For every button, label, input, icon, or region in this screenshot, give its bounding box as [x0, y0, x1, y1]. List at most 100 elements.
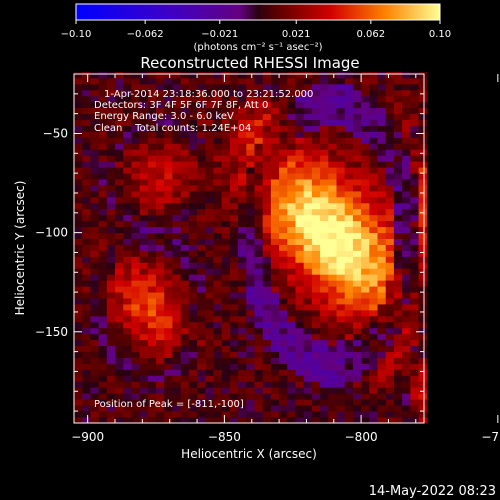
- heatmap-cell: [246, 232, 255, 239]
- heatmap-cell: [238, 286, 247, 293]
- heatmap-cell: [205, 137, 214, 144]
- heatmap-cell: [180, 339, 190, 347]
- heatmap-cell: [90, 220, 100, 228]
- heatmap-cell: [82, 89, 91, 97]
- heatmap-cell: [180, 185, 190, 192]
- heatmap-cell: [74, 149, 83, 156]
- heatmap-cell: [336, 137, 346, 144]
- heatmap-cell: [139, 256, 149, 263]
- heatmap-cell: [139, 381, 149, 388]
- heatmap-cell: [115, 72, 124, 79]
- heatmap-cell: [295, 107, 305, 115]
- heatmap-cell: [254, 321, 264, 329]
- heatmap-cell: [139, 321, 149, 329]
- heatmap-cell: [164, 113, 173, 121]
- heatmap-cell: [147, 351, 157, 358]
- heatmap-cell: [213, 179, 223, 186]
- heatmap-cell: [402, 125, 411, 132]
- heatmap-cell: [131, 345, 141, 353]
- heatmap-cell: [229, 321, 239, 329]
- heatmap-cell: [213, 155, 223, 162]
- heatmap-cell: [254, 161, 264, 168]
- heatmap-cell: [131, 399, 141, 406]
- heatmap-cell: [213, 125, 223, 132]
- heatmap-cell: [115, 274, 124, 281]
- heatmap-cell: [82, 220, 91, 228]
- heatmap-cell: [188, 292, 198, 299]
- heatmap-cell: [262, 280, 272, 287]
- heatmap-cell: [131, 298, 141, 305]
- heatmap-cell: [336, 226, 346, 234]
- heatmap-cell: [180, 292, 190, 299]
- heatmap-cell: [336, 89, 346, 97]
- heatmap-cell: [246, 107, 255, 115]
- heatmap-cell: [311, 309, 321, 317]
- heatmap-cell: [270, 417, 280, 424]
- heatmap-cell: [213, 149, 223, 156]
- heatmap-cell: [295, 214, 305, 222]
- heatmap-cell: [418, 381, 428, 388]
- heatmap-cell: [328, 149, 337, 156]
- heatmap-cell: [246, 262, 255, 269]
- heatmap-cell: [385, 149, 395, 156]
- heatmap-cell: [246, 72, 255, 79]
- heatmap-cell: [352, 417, 362, 424]
- heatmap-cell: [311, 268, 321, 275]
- heatmap-cell: [418, 274, 428, 281]
- heatmap-cell: [336, 387, 346, 394]
- heatmap-cell: [410, 72, 419, 79]
- heatmap-cell: [369, 149, 378, 156]
- heatmap-cell: [115, 173, 124, 180]
- heatmap-cell: [246, 149, 255, 156]
- heatmap-cell: [418, 321, 428, 329]
- heatmap-cell: [311, 185, 321, 192]
- heatmap-cell: [147, 399, 157, 406]
- heatmap-cell: [336, 327, 346, 335]
- heatmap-cell: [205, 357, 214, 364]
- heatmap-cell: [238, 309, 247, 317]
- heatmap-cell: [197, 298, 206, 305]
- heatmap-cell: [238, 143, 247, 150]
- heatmap-cell: [197, 107, 206, 115]
- heatmap-cell: [139, 339, 149, 347]
- heatmap-cell: [295, 161, 305, 168]
- heatmap-cell: [270, 405, 280, 412]
- heatmap-cell: [295, 298, 305, 305]
- heatmap-cell: [336, 363, 346, 370]
- heatmap-cell: [287, 190, 296, 198]
- heatmap-cell: [303, 143, 313, 150]
- heatmap-cell: [344, 161, 354, 168]
- heatmap-cell: [131, 238, 141, 245]
- heatmap-cell: [106, 202, 116, 210]
- heatmap-cell: [229, 262, 239, 269]
- heatmap-cell: [254, 101, 264, 109]
- heatmap-cell: [295, 202, 305, 210]
- heatmap-cell: [221, 155, 231, 162]
- heatmap-cell: [74, 107, 83, 115]
- heatmap-cell: [172, 357, 182, 364]
- heatmap-cell: [90, 369, 100, 376]
- heatmap-cell: [295, 286, 305, 293]
- heatmap-cell: [197, 411, 206, 418]
- heatmap-cell: [262, 208, 272, 216]
- heatmap-cell: [246, 292, 255, 299]
- heatmap-cell: [115, 226, 124, 234]
- heatmap-cell: [402, 315, 411, 323]
- peak-position-label: Position of Peak = [-811,-100]: [94, 399, 244, 410]
- heatmap-cell: [320, 238, 329, 245]
- heatmap-cell: [311, 298, 321, 305]
- heatmap-cell: [262, 143, 272, 150]
- heatmap-cell: [229, 274, 239, 281]
- heatmap-cell: [164, 232, 173, 239]
- heatmap-cell: [90, 119, 100, 126]
- heatmap-cell: [361, 280, 370, 287]
- heatmap-cell: [254, 363, 264, 370]
- heatmap-cell: [352, 214, 362, 222]
- heatmap-cell: [352, 238, 362, 245]
- heatmap-cell: [303, 226, 313, 234]
- heatmap-cell: [172, 411, 182, 418]
- heatmap-cell: [213, 137, 223, 144]
- heatmap-cell: [393, 179, 403, 186]
- heatmap-cell: [131, 393, 141, 400]
- heatmap-cell: [74, 214, 83, 222]
